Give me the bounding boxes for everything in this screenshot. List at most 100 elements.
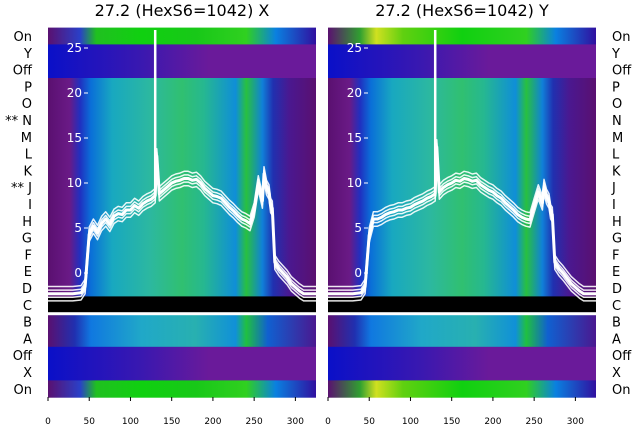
row-label: P bbox=[24, 80, 32, 95]
row-label: O bbox=[612, 97, 622, 112]
row-label: D bbox=[612, 282, 622, 297]
heat-row-Off bbox=[48, 346, 316, 365]
x-tick-label: 200 bbox=[204, 417, 221, 427]
row-label: On bbox=[14, 30, 32, 45]
heat-row-A bbox=[328, 330, 596, 348]
heat-row-C bbox=[328, 296, 596, 314]
heat-row-On bbox=[48, 27, 316, 45]
row-label: F bbox=[612, 248, 619, 263]
row-label: Y bbox=[23, 47, 32, 62]
heat-row-Off bbox=[48, 61, 316, 79]
heat-row-P bbox=[48, 78, 316, 96]
heat-row-L bbox=[328, 145, 596, 163]
row-label: A bbox=[23, 332, 32, 347]
heat-row-F bbox=[48, 246, 316, 264]
row-label: L bbox=[25, 148, 33, 163]
panel-title: 27.2 (HexS6=1042) Y bbox=[375, 1, 549, 20]
heat-row-Off bbox=[328, 346, 596, 365]
series-line bbox=[328, 139, 596, 288]
x-tick-label: 50 bbox=[364, 417, 376, 427]
row-label: A bbox=[612, 332, 621, 347]
row-label: M bbox=[612, 131, 623, 146]
y-tick-label: 25 bbox=[347, 41, 362, 55]
x-tick-label: 300 bbox=[567, 417, 584, 427]
series-line bbox=[328, 153, 596, 302]
row-label: Y bbox=[611, 47, 620, 62]
row-label: ** J bbox=[11, 181, 32, 196]
row-label: D bbox=[22, 282, 32, 297]
heat-row-F bbox=[328, 246, 596, 264]
heat-row-E bbox=[48, 262, 316, 281]
row-label: J bbox=[611, 181, 616, 196]
heat-row-M bbox=[328, 128, 596, 146]
x-tick-label: 50 bbox=[84, 417, 96, 427]
heat-row-G bbox=[328, 229, 596, 247]
x-tick-label: 0 bbox=[45, 417, 51, 427]
heat-row-J bbox=[48, 178, 316, 197]
y-tick-label: 10 bbox=[347, 176, 362, 190]
x-tick-label: 100 bbox=[402, 417, 419, 427]
heat-row-Y bbox=[328, 44, 596, 62]
row-label: M bbox=[21, 131, 32, 146]
heat-row-P bbox=[328, 78, 596, 96]
row-label: P bbox=[612, 80, 620, 95]
row-label: Off bbox=[612, 64, 632, 79]
heat-row-D bbox=[48, 279, 316, 297]
heat-row-K bbox=[48, 162, 316, 180]
row-label: H bbox=[22, 215, 32, 230]
row-label: ** N bbox=[5, 114, 32, 129]
row-label: C bbox=[612, 299, 621, 314]
row-label: I bbox=[28, 198, 32, 213]
row-label: On bbox=[612, 30, 630, 45]
heat-row-O bbox=[48, 94, 316, 113]
y-tick-label: 0 bbox=[354, 266, 362, 280]
x-tick-label: 150 bbox=[163, 417, 180, 427]
heat-row-H bbox=[328, 212, 596, 230]
row-label: B bbox=[23, 316, 32, 331]
heat-row-On bbox=[48, 380, 316, 398]
heat-row-D bbox=[328, 279, 596, 297]
x-tick-label: 200 bbox=[484, 417, 501, 427]
panel-y: 27.2 (HexS6=1042) YOnYOffPONMLKJIHGFEDCB… bbox=[325, 1, 632, 427]
row-label: G bbox=[22, 232, 32, 247]
row-label: On bbox=[14, 383, 32, 398]
row-label: On bbox=[612, 383, 630, 398]
y-tick-label: 5 bbox=[74, 221, 82, 235]
heat-row-A bbox=[48, 330, 316, 348]
row-label: E bbox=[24, 265, 32, 280]
row-label: I bbox=[612, 198, 616, 213]
heat-row-G bbox=[48, 229, 316, 247]
row-label: G bbox=[612, 232, 622, 247]
heat-row-On bbox=[328, 27, 596, 45]
y-tick-label: 10 bbox=[67, 176, 82, 190]
row-label: N bbox=[612, 114, 622, 129]
heat-row-B bbox=[328, 313, 596, 331]
x-tick-label: 250 bbox=[526, 417, 543, 427]
heat-row-X bbox=[48, 363, 316, 381]
row-label: K bbox=[612, 164, 621, 179]
y-tick-label: 20 bbox=[67, 86, 82, 100]
row-label: X bbox=[23, 366, 32, 381]
separator-line bbox=[328, 312, 596, 316]
series-line bbox=[48, 148, 316, 288]
x-tick-label: 0 bbox=[325, 417, 331, 427]
heat-row-E bbox=[328, 262, 596, 281]
heat-row-Off bbox=[328, 61, 596, 79]
y-tick-label: 5 bbox=[354, 221, 362, 235]
heat-row-C bbox=[48, 296, 316, 314]
row-label: X bbox=[612, 366, 621, 381]
x-tick-label: 100 bbox=[122, 417, 139, 427]
heat-row-O bbox=[328, 94, 596, 113]
heat-row-Y bbox=[48, 44, 316, 62]
row-label: E bbox=[612, 265, 620, 280]
row-label: H bbox=[612, 215, 622, 230]
row-label: Off bbox=[13, 349, 33, 364]
heat-row-I bbox=[48, 195, 316, 213]
row-label: O bbox=[22, 97, 32, 112]
row-label: Off bbox=[612, 349, 632, 364]
heat-row-N bbox=[328, 111, 596, 129]
y-tick-label: 25 bbox=[67, 41, 82, 55]
x-tick-label: 300 bbox=[287, 417, 304, 427]
